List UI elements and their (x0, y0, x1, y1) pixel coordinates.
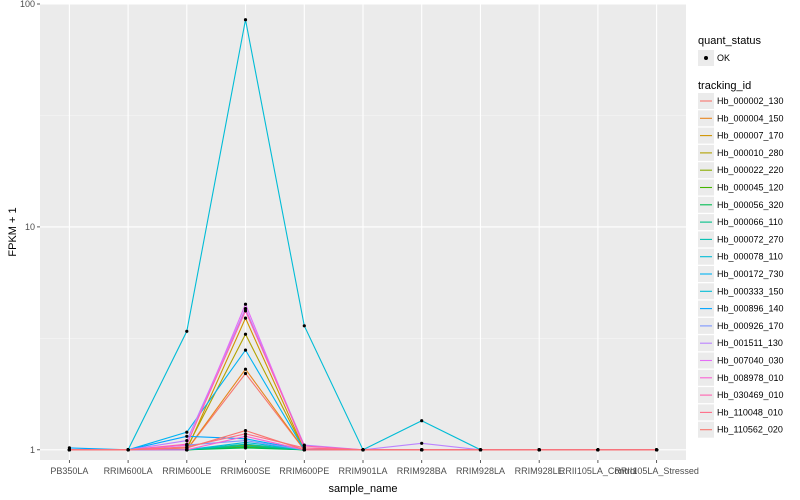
data-point-Hb_007040_030 (243, 302, 248, 306)
data-point-Hb_110562_020 (420, 448, 424, 452)
data-point-Hb_110562_020 (67, 448, 71, 452)
legend-label-Hb_030469_010: Hb_030469_010 (717, 390, 784, 400)
legend-label-Hb_000072_270: Hb_000072_270 (717, 234, 784, 244)
x-tick-label: RRIM600LE (162, 466, 211, 476)
data-point-Hb_110562_020 (478, 448, 483, 452)
x-tick-label: RRIM600LA (104, 466, 153, 476)
data-point-Hb_000002_130 (243, 371, 248, 376)
x-tick-label: RRIM928LA (456, 466, 505, 476)
legend-label-Hb_000002_130: Hb_000002_130 (717, 96, 784, 106)
data-point-Hb_001511_130 (420, 441, 424, 445)
legend-quant-label: OK (717, 53, 730, 63)
data-point-Hb_000004_150 (243, 367, 248, 371)
legend-label-Hb_007040_030: Hb_007040_030 (717, 356, 784, 366)
data-point-Hb_110562_020 (185, 446, 189, 450)
data-point-Hb_000896_140 (185, 434, 189, 438)
y-axis-ticks: 1 10 100 (20, 0, 40, 455)
x-tick-label: PB350LA (50, 466, 88, 476)
data-point-Hb_110562_020 (537, 448, 541, 452)
y-axis-title: FPKM + 1 (7, 207, 19, 256)
legend-label-Hb_000007_170: Hb_000007_170 (717, 131, 784, 141)
legend-tracking-title: tracking_id (698, 80, 751, 92)
x-tick-label: RRIM600PE (279, 466, 329, 476)
x-tick-label: RRIM600SE (221, 466, 271, 476)
legend-label-Hb_000045_120: Hb_000045_120 (717, 183, 784, 193)
legend-label-Hb_000926_170: Hb_000926_170 (717, 321, 784, 331)
data-point-Hb_001511_130 (243, 307, 248, 311)
data-point-Hb_000007_170 (243, 316, 248, 320)
data-point-Hb_000926_170 (243, 439, 248, 443)
y-tick-label: 100 (20, 0, 35, 9)
data-point-Hb_110048_010 (243, 432, 248, 436)
data-point-Hb_030469_010 (243, 309, 248, 313)
legend-label-Hb_000172_730: Hb_000172_730 (717, 269, 784, 279)
y-tick-label: 1 (30, 445, 35, 455)
legend-label-Hb_000004_150: Hb_000004_150 (717, 113, 784, 123)
data-point-Hb_000333_150 (243, 18, 248, 22)
x-tick-label: RRIM928LE (515, 466, 564, 476)
data-points (67, 18, 659, 452)
data-point-Hb_000333_150 (302, 324, 306, 328)
legend-label-Hb_000010_280: Hb_000010_280 (717, 148, 784, 158)
legend-quant-title: quant_status (698, 35, 761, 47)
x-tick-label: RRIM901LA (338, 466, 387, 476)
data-point-Hb_110562_020 (243, 429, 248, 433)
data-point-Hb_110562_020 (655, 448, 659, 452)
legend-label-Hb_110048_010: Hb_110048_010 (717, 407, 783, 417)
data-point-Hb_110562_020 (361, 448, 365, 452)
legend-label-Hb_110562_020: Hb_110562_020 (717, 425, 783, 435)
legend-label-Hb_008978_010: Hb_008978_010 (717, 373, 784, 383)
data-point-Hb_000172_730 (243, 348, 248, 352)
legend-label-Hb_000056_320: Hb_000056_320 (717, 200, 784, 210)
data-point-Hb_001511_130 (185, 439, 189, 443)
legend-label-Hb_000078_110: Hb_000078_110 (717, 252, 783, 262)
data-point-Hb_110562_020 (596, 448, 600, 452)
x-tick-label: RRIM928BA (397, 466, 447, 476)
x-tick-label: RRII105LA_Stressed (614, 466, 699, 476)
data-point-Hb_110562_020 (126, 448, 130, 452)
data-point-Hb_110562_020 (302, 448, 306, 452)
data-point-Hb_000333_150 (420, 419, 424, 423)
x-axis-title: sample_name (328, 483, 397, 495)
y-tick-label: 10 (25, 222, 35, 232)
legend-tracking-id: tracking_id Hb_000002_130 Hb_000004_150 Hb… (698, 80, 784, 438)
legend-label-Hb_000022_220: Hb_000022_220 (717, 165, 784, 175)
data-point-Hb_000010_280 (243, 332, 248, 336)
data-point-Hb_008978_010 (243, 434, 248, 438)
legend-label-Hb_000066_110: Hb_000066_110 (717, 217, 783, 227)
legend-quant-point (704, 56, 708, 60)
x-axis-ticks: PB350LA RRIM600LA RRIM600LE RRIM600SE RRIM60… (50, 460, 699, 476)
legend-quant-status: quant_status OK (698, 35, 761, 66)
x-tick-label: RRII105LA_Control (559, 466, 637, 476)
legend-label-Hb_000896_140: Hb_000896_140 (717, 304, 784, 314)
legend-label-Hb_000333_150: Hb_000333_150 (717, 286, 784, 296)
data-point-Hb_030469_010 (185, 442, 189, 446)
legend-label-Hb_001511_130: Hb_001511_130 (717, 338, 783, 348)
data-point-Hb_000172_730 (185, 430, 189, 434)
data-point-Hb_000333_150 (185, 329, 189, 333)
